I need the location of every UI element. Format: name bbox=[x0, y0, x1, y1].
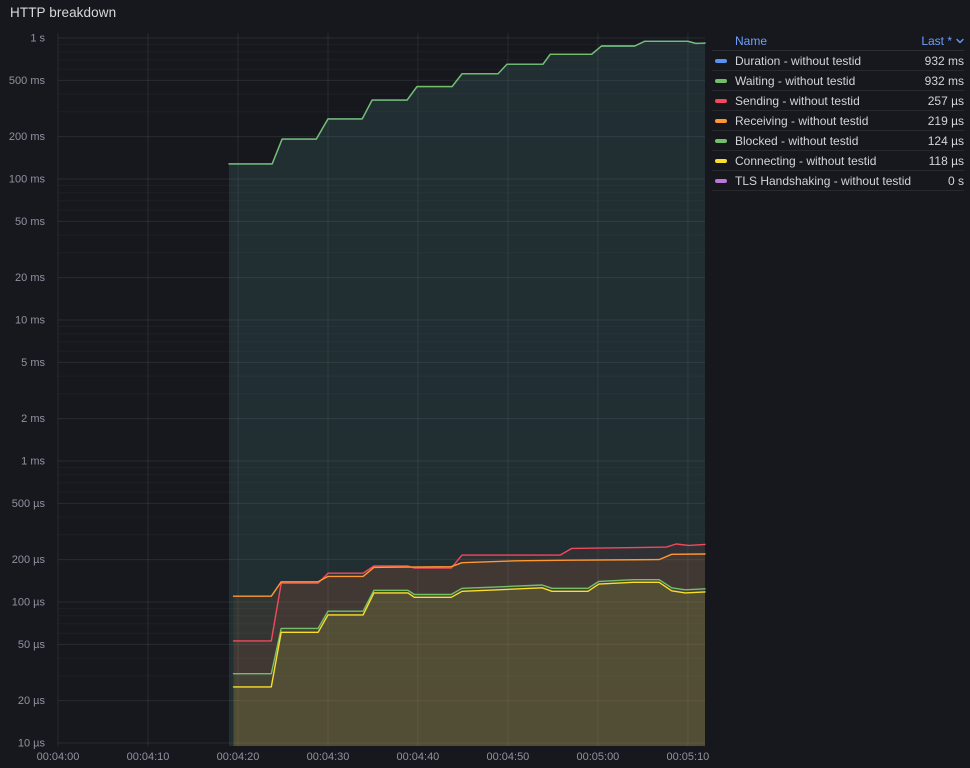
series-color-swatch[interactable] bbox=[715, 118, 727, 123]
legend-row[interactable]: Sending - without testid 257 µs bbox=[712, 91, 964, 111]
series-line bbox=[228, 40, 706, 165]
x-axis-tick-label: 00:05:00 bbox=[576, 751, 619, 763]
legend-series-name[interactable]: Connecting - without testid bbox=[712, 154, 929, 168]
series-line bbox=[232, 579, 706, 675]
legend-label[interactable]: Sending - without testid bbox=[735, 93, 860, 108]
legend-row[interactable]: Receiving - without testid 219 µs bbox=[712, 111, 964, 131]
y-axis-tick-label: 200 ms bbox=[9, 131, 46, 143]
legend-series-name[interactable]: Sending - without testid bbox=[712, 94, 928, 108]
y-axis-tick-label: 1 s bbox=[30, 33, 45, 45]
y-axis-tick-label: 100 µs bbox=[12, 597, 46, 609]
legend-last-value: 124 µs bbox=[927, 133, 964, 148]
legend-header-name[interactable]: Name bbox=[735, 33, 768, 48]
x-axis-tick-label: 00:04:50 bbox=[486, 751, 529, 763]
y-axis-tick-label: 2 ms bbox=[21, 413, 45, 425]
legend-label[interactable]: Waiting - without testid bbox=[735, 73, 856, 88]
series-fill bbox=[229, 41, 705, 747]
series-color-swatch[interactable] bbox=[715, 138, 727, 143]
legend-header-last[interactable]: Last * bbox=[921, 34, 964, 48]
legend-row[interactable]: Blocked - without testid 124 µs bbox=[712, 131, 964, 151]
series-line bbox=[232, 581, 706, 688]
legend-label[interactable]: TLS Handshaking - without testid bbox=[735, 173, 912, 188]
legend-rows: Duration - without testid 932 ms Waiting -… bbox=[712, 51, 964, 191]
series-color-swatch[interactable] bbox=[715, 98, 727, 103]
legend-last-value: 0 s bbox=[947, 173, 964, 188]
legend-last-value: 257 µs bbox=[927, 93, 964, 108]
y-axis-tick-label: 10 µs bbox=[18, 738, 46, 750]
x-axis-tick-label: 00:04:00 bbox=[37, 751, 80, 763]
legend-label[interactable]: Blocked - without testid bbox=[735, 133, 859, 148]
legend-row[interactable]: Connecting - without testid 118 µs bbox=[712, 151, 964, 171]
x-axis-tick-label: 00:04:20 bbox=[217, 751, 260, 763]
y-axis-tick-label: 1 ms bbox=[21, 456, 45, 468]
legend-series-name[interactable]: Receiving - without testid bbox=[712, 114, 928, 128]
legend-last-value: 932 ms bbox=[924, 73, 964, 88]
legend-last-value: 118 µs bbox=[928, 153, 964, 168]
legend-row[interactable]: TLS Handshaking - without testid 0 s bbox=[712, 171, 964, 191]
legend-row[interactable]: Waiting - without testid 932 ms bbox=[712, 71, 964, 91]
legend-header: Name Last * bbox=[712, 31, 964, 51]
series-color-swatch[interactable] bbox=[715, 178, 727, 183]
y-axis-tick-label: 20 µs bbox=[18, 695, 46, 707]
legend-series-name[interactable]: Waiting - without testid bbox=[712, 74, 925, 88]
series-fill bbox=[233, 544, 705, 746]
legend-label[interactable]: Receiving - without testid bbox=[735, 113, 869, 128]
sort-desc-caret-icon bbox=[956, 37, 964, 45]
series-color-swatch[interactable] bbox=[715, 58, 727, 63]
legend-label[interactable]: Connecting - without testid bbox=[735, 153, 877, 168]
y-axis-tick-label: 20 ms bbox=[15, 272, 45, 284]
series-color-swatch[interactable] bbox=[715, 158, 727, 163]
y-axis-tick-label: 100 ms bbox=[9, 174, 46, 186]
x-axis-tick-label: 00:04:10 bbox=[127, 751, 170, 763]
y-axis-tick-label: 200 µs bbox=[12, 554, 46, 566]
series-fill bbox=[229, 41, 705, 747]
y-axis-tick-label: 500 ms bbox=[9, 75, 46, 87]
legend-label[interactable]: Duration - without testid bbox=[735, 53, 862, 68]
y-axis-tick-label: 10 ms bbox=[15, 315, 45, 327]
series-line bbox=[232, 553, 706, 597]
x-axis-tick-label: 00:05:10 bbox=[666, 751, 709, 763]
legend-table: Name Last * Duration - without testid 932… bbox=[712, 31, 964, 191]
legend-row[interactable]: Duration - without testid 932 ms bbox=[712, 51, 964, 71]
y-axis-tick-label: 50 µs bbox=[18, 639, 46, 651]
x-axis-tick-label: 00:04:30 bbox=[307, 751, 350, 763]
series-fill bbox=[233, 554, 705, 746]
series-color-swatch[interactable] bbox=[715, 78, 727, 83]
series-fill bbox=[233, 582, 705, 746]
panel-title[interactable]: HTTP breakdown bbox=[10, 5, 117, 20]
y-axis-tick-label: 500 µs bbox=[12, 498, 46, 510]
legend-series-name[interactable]: Blocked - without testid bbox=[712, 134, 928, 148]
y-axis-tick-label: 50 ms bbox=[15, 216, 45, 228]
y-axis-tick-label: 5 ms bbox=[21, 357, 45, 369]
series-fill bbox=[233, 579, 705, 746]
legend-last-value: 219 µs bbox=[927, 113, 964, 128]
legend-series-name[interactable]: TLS Handshaking - without testid bbox=[712, 174, 948, 188]
series-line bbox=[232, 543, 706, 642]
x-axis-tick-label: 00:04:40 bbox=[396, 751, 439, 763]
legend-series-name[interactable]: Duration - without testid bbox=[712, 54, 925, 68]
legend-last-value: 932 ms bbox=[924, 53, 964, 68]
